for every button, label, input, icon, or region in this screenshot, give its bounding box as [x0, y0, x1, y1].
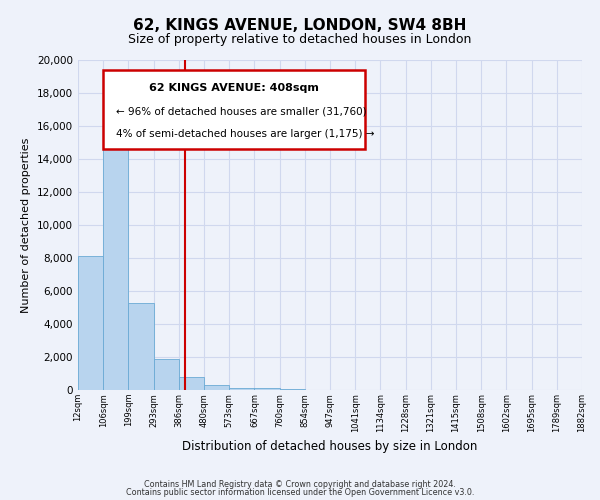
X-axis label: Distribution of detached houses by size in London: Distribution of detached houses by size … — [182, 440, 478, 453]
Bar — [103, 118, 128, 390]
Bar — [179, 377, 204, 390]
Text: ← 96% of detached houses are smaller (31,760): ← 96% of detached houses are smaller (31… — [116, 106, 367, 116]
Text: 4% of semi-detached houses are larger (1,175) →: 4% of semi-detached houses are larger (1… — [116, 130, 374, 140]
Y-axis label: Number of detached properties: Number of detached properties — [22, 138, 31, 312]
Bar — [254, 388, 280, 390]
Bar — [154, 360, 179, 390]
Bar — [204, 385, 229, 390]
Bar — [78, 256, 103, 390]
Bar — [128, 302, 154, 390]
Bar — [280, 389, 305, 390]
Text: Contains public sector information licensed under the Open Government Licence v3: Contains public sector information licen… — [126, 488, 474, 497]
Text: Contains HM Land Registry data © Crown copyright and database right 2024.: Contains HM Land Registry data © Crown c… — [144, 480, 456, 489]
FancyBboxPatch shape — [103, 70, 365, 149]
Text: Size of property relative to detached houses in London: Size of property relative to detached ho… — [128, 32, 472, 46]
Text: 62 KINGS AVENUE: 408sqm: 62 KINGS AVENUE: 408sqm — [149, 83, 319, 93]
Bar — [229, 388, 254, 390]
Text: 62, KINGS AVENUE, LONDON, SW4 8BH: 62, KINGS AVENUE, LONDON, SW4 8BH — [133, 18, 467, 32]
